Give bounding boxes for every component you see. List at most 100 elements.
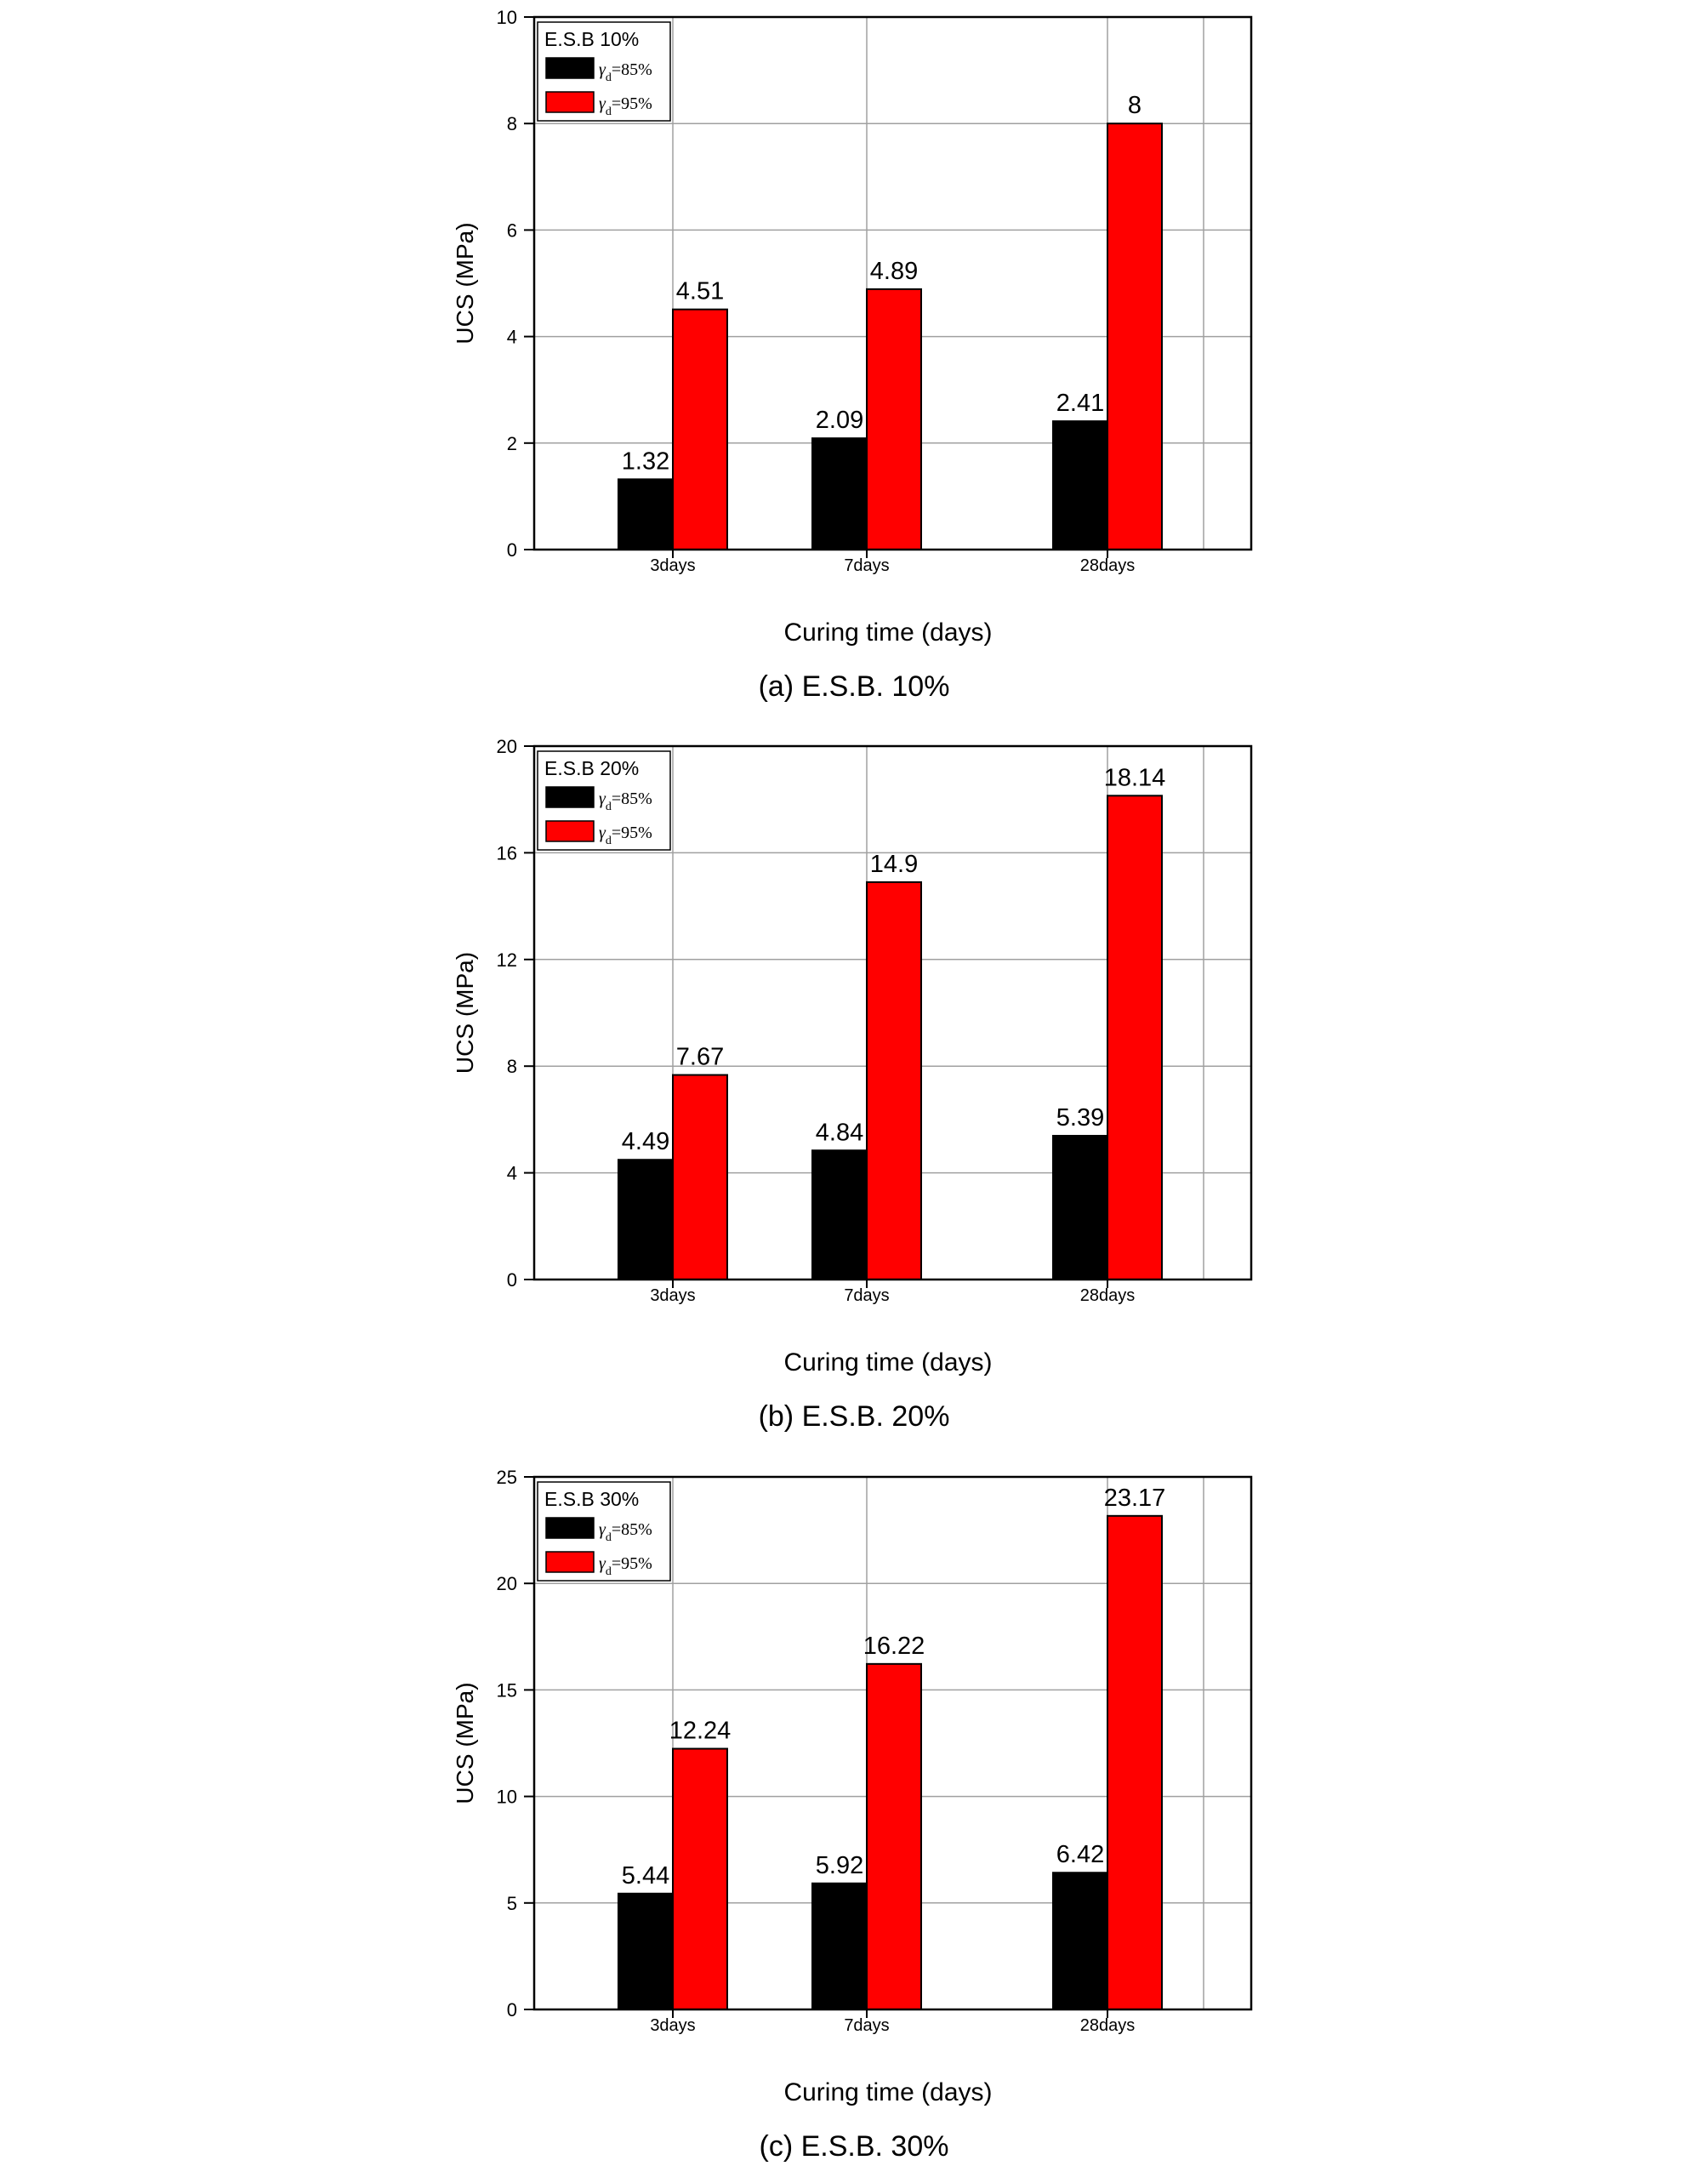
chart-panel-3: 5.44 5.92 6.42 12.24 16.22 23.17 0 5 10 15 20 25 3da… bbox=[452, 1467, 1253, 2163]
y-tick-label: 20 bbox=[497, 1573, 517, 1594]
y-tick-label: 2 bbox=[507, 433, 517, 454]
x-tick-label: 7days bbox=[844, 1286, 889, 1305]
data-label: 1.32 bbox=[622, 447, 669, 475]
data-label: 12.24 bbox=[669, 1718, 732, 1745]
y-tick-label: 0 bbox=[507, 539, 517, 561]
legend-subscript: d bbox=[606, 835, 612, 847]
legend: E.S.B 20%γd=85%γd=95% bbox=[537, 750, 671, 851]
x-tick-label: 7days bbox=[844, 556, 889, 575]
legend-subscript: d bbox=[606, 105, 612, 118]
data-label: 6.42 bbox=[1056, 1841, 1104, 1868]
legend-symbol: γ bbox=[599, 1554, 606, 1573]
y-tick-label: 4 bbox=[507, 1163, 517, 1184]
legend-symbol: γ bbox=[599, 94, 606, 113]
y-tick-label: 16 bbox=[497, 842, 517, 864]
data-label: 14.9 bbox=[870, 851, 918, 878]
y-axis-title: UCS (MPa) bbox=[452, 222, 478, 344]
y-tick-label: 10 bbox=[497, 1787, 517, 1808]
bar-gd95-28days bbox=[1107, 795, 1163, 1280]
legend-suffix: =95% bbox=[612, 94, 652, 113]
x-tick-label: 3days bbox=[650, 1286, 695, 1305]
legend-swatch-gd85 bbox=[545, 1517, 595, 1539]
legend-suffix: =95% bbox=[612, 1554, 652, 1573]
y-tick-label: 0 bbox=[507, 1269, 517, 1291]
x-tick-label: 7days bbox=[844, 2016, 889, 2035]
legend-label: γd=85% bbox=[599, 1520, 652, 1544]
chart-panel-2: 4.49 4.84 5.39 7.67 14.9 18.14 0 4 8 12 16 20 3days 7… bbox=[452, 736, 1253, 1433]
data-label: 5.39 bbox=[1056, 1104, 1104, 1131]
legend-symbol: γ bbox=[599, 1520, 606, 1539]
legend-label: γd=95% bbox=[599, 94, 652, 118]
y-tick-label: 5 bbox=[507, 1893, 517, 1914]
bar-gd85-3days bbox=[618, 1159, 674, 1281]
x-tick-label: 28days bbox=[1080, 1286, 1136, 1305]
figure-caption: (b) E.S.B. 20% bbox=[759, 1400, 950, 1433]
data-label: 8 bbox=[1128, 92, 1142, 119]
y-tick-label: 20 bbox=[497, 736, 517, 757]
legend: E.S.B 30%γd=85%γd=95% bbox=[537, 1481, 671, 1582]
plot-frame bbox=[532, 15, 1253, 551]
legend-symbol: γ bbox=[599, 789, 606, 808]
legend-swatch-gd95 bbox=[545, 820, 595, 842]
chart-panel-1: 1.32 2.09 2.41 4.51 4.89 8 0 2 4 6 8 10 3days 7days 28… bbox=[452, 7, 1253, 703]
bar-gd95-28days bbox=[1107, 123, 1163, 550]
bar-gd85-7days bbox=[811, 437, 868, 551]
x-tick-label: 3days bbox=[650, 556, 695, 575]
data-label: 4.49 bbox=[622, 1128, 669, 1155]
bar-gd95-7days bbox=[866, 881, 922, 1280]
legend-label: γd=85% bbox=[599, 60, 652, 84]
y-tick-label: 15 bbox=[497, 1679, 517, 1701]
plot-frame bbox=[532, 744, 1253, 1281]
y-tick-label: 12 bbox=[497, 949, 517, 971]
legend-label: γd=95% bbox=[599, 824, 652, 847]
legend-suffix: =85% bbox=[612, 789, 652, 808]
data-label: 18.14 bbox=[1104, 764, 1166, 791]
data-label: 5.44 bbox=[622, 1862, 669, 1890]
y-tick-label: 0 bbox=[507, 1999, 517, 2021]
legend-subscript: d bbox=[606, 1565, 612, 1578]
x-tick-label: 3days bbox=[650, 2016, 695, 2035]
figure-caption: (a) E.S.B. 10% bbox=[759, 670, 950, 703]
legend-title: E.S.B 10% bbox=[544, 28, 639, 50]
legend-swatch-gd85 bbox=[545, 57, 595, 79]
data-label: 4.89 bbox=[870, 258, 918, 285]
data-label: 23.17 bbox=[1104, 1485, 1166, 1512]
legend-label: γd=85% bbox=[599, 789, 652, 813]
bar-gd85-28days bbox=[1052, 1872, 1108, 2010]
legend-symbol: γ bbox=[599, 824, 606, 842]
y-axis-title: UCS (MPa) bbox=[452, 1682, 478, 1804]
bar-gd85-3days bbox=[618, 1892, 674, 2011]
bar-gd85-28days bbox=[1052, 1135, 1108, 1281]
x-tick-label: 28days bbox=[1080, 2016, 1136, 2035]
bar-gd95-7days bbox=[866, 288, 922, 550]
y-tick-label: 25 bbox=[497, 1467, 517, 1488]
data-label: 4.51 bbox=[676, 278, 724, 305]
legend-title: E.S.B 20% bbox=[544, 757, 639, 779]
legend-swatch-gd95 bbox=[545, 1551, 595, 1573]
legend-swatch-gd95 bbox=[545, 91, 595, 113]
y-tick-label: 8 bbox=[507, 1056, 517, 1077]
y-tick-label: 4 bbox=[507, 327, 517, 348]
bar-gd95-3days bbox=[672, 1747, 728, 2011]
plot-frame bbox=[532, 1475, 1253, 2011]
bar-gd85-7days bbox=[811, 1882, 868, 2010]
legend-subscript: d bbox=[606, 1531, 612, 1544]
bar-gd95-7days bbox=[866, 1662, 922, 2010]
data-label: 5.92 bbox=[816, 1852, 863, 1879]
legend-subscript: d bbox=[606, 71, 612, 84]
legend-symbol: γ bbox=[599, 60, 606, 79]
bar-gd95-3days bbox=[672, 1074, 728, 1281]
x-tick-label: 28days bbox=[1080, 556, 1136, 575]
bar-gd95-3days bbox=[672, 308, 728, 550]
figure-caption: (c) E.S.B. 30% bbox=[760, 2130, 949, 2163]
legend-suffix: =85% bbox=[612, 1520, 652, 1539]
legend-label: γd=95% bbox=[599, 1554, 652, 1578]
legend-suffix: =95% bbox=[612, 824, 652, 842]
data-label: 16.22 bbox=[863, 1633, 925, 1660]
legend-title: E.S.B 30% bbox=[544, 1488, 639, 1510]
bar-gd95-28days bbox=[1107, 1514, 1163, 2011]
legend-suffix: =85% bbox=[612, 60, 652, 79]
y-tick-label: 8 bbox=[507, 113, 517, 134]
x-axis-title: Curing time (days) bbox=[783, 618, 992, 647]
